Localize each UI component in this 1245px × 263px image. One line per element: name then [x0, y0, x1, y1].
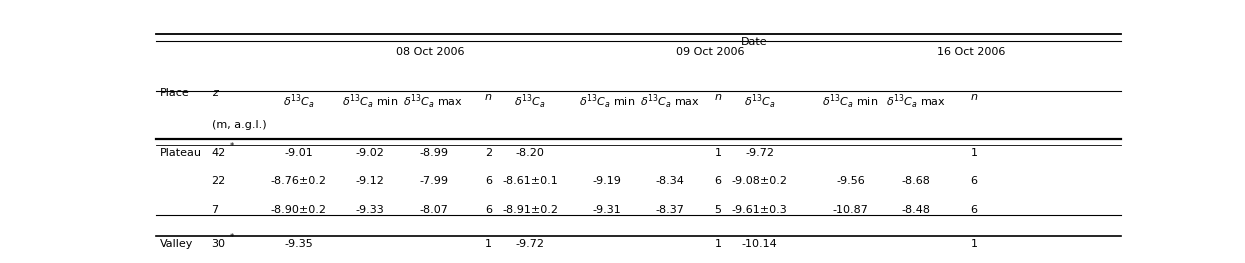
Text: 2: 2: [486, 148, 492, 158]
Text: 16 Oct 2006: 16 Oct 2006: [936, 47, 1005, 57]
Text: Valley: Valley: [159, 239, 193, 249]
Text: -9.72: -9.72: [515, 239, 544, 249]
Text: $\delta^{13}C_{a}$ max: $\delta^{13}C_{a}$ max: [886, 92, 946, 111]
Text: -8.20: -8.20: [515, 148, 544, 158]
Text: $\delta^{13}C_{a}$ min: $\delta^{13}C_{a}$ min: [822, 92, 879, 111]
Text: -8.91±0.2: -8.91±0.2: [502, 205, 558, 215]
Text: $\delta^{13}C_{a}$ min: $\delta^{13}C_{a}$ min: [341, 92, 398, 111]
Text: $n$: $n$: [484, 92, 493, 102]
Text: -8.68: -8.68: [901, 176, 930, 186]
Text: -9.72: -9.72: [746, 148, 774, 158]
Text: -9.02: -9.02: [355, 148, 385, 158]
Text: 7: 7: [212, 205, 219, 215]
Text: 6: 6: [970, 176, 977, 186]
Text: Place: Place: [159, 88, 189, 98]
Text: $\delta^{13}C_{a}$: $\delta^{13}C_{a}$: [283, 92, 314, 111]
Text: z: z: [212, 88, 218, 98]
Text: Date: Date: [741, 37, 767, 47]
Text: 09 Oct 2006: 09 Oct 2006: [676, 47, 745, 57]
Text: 6: 6: [486, 205, 492, 215]
Text: -8.37: -8.37: [655, 205, 685, 215]
Text: -8.76±0.2: -8.76±0.2: [270, 176, 326, 186]
Text: -8.90±0.2: -8.90±0.2: [270, 205, 326, 215]
Text: -9.56: -9.56: [835, 176, 865, 186]
Text: (m, a.g.l.): (m, a.g.l.): [212, 120, 266, 130]
Text: 1: 1: [486, 239, 492, 249]
Text: -8.07: -8.07: [420, 205, 448, 215]
Text: 42: 42: [212, 148, 225, 158]
Text: $\delta^{13}C_{a}$: $\delta^{13}C_{a}$: [514, 92, 545, 111]
Text: -8.61±0.1: -8.61±0.1: [502, 176, 558, 186]
Text: -9.61±0.3: -9.61±0.3: [732, 205, 788, 215]
Text: -8.99: -8.99: [420, 148, 448, 158]
Text: *: *: [230, 233, 234, 242]
Text: -7.99: -7.99: [420, 176, 448, 186]
Text: 1: 1: [970, 239, 977, 249]
Text: Plateau: Plateau: [159, 148, 202, 158]
Text: -10.14: -10.14: [742, 239, 778, 249]
Text: -9.31: -9.31: [593, 205, 621, 215]
Text: $n$: $n$: [970, 92, 979, 102]
Text: $\delta^{13}C_{a}$ min: $\delta^{13}C_{a}$ min: [579, 92, 635, 111]
Text: 6: 6: [715, 176, 722, 186]
Text: 1: 1: [715, 148, 722, 158]
Text: $\delta^{13}C_{a}$: $\delta^{13}C_{a}$: [743, 92, 776, 111]
Text: $\delta^{13}C_{a}$ max: $\delta^{13}C_{a}$ max: [403, 92, 463, 111]
Text: 08 Oct 2006: 08 Oct 2006: [396, 47, 464, 57]
Text: -9.12: -9.12: [355, 176, 385, 186]
Text: -10.87: -10.87: [833, 205, 868, 215]
Text: 1: 1: [715, 239, 722, 249]
Text: 6: 6: [970, 205, 977, 215]
Text: -8.34: -8.34: [655, 176, 685, 186]
Text: 30: 30: [212, 239, 225, 249]
Text: -9.19: -9.19: [593, 176, 621, 186]
Text: -9.08±0.2: -9.08±0.2: [732, 176, 788, 186]
Text: *: *: [230, 142, 234, 151]
Text: -9.01: -9.01: [284, 148, 312, 158]
Text: -8.48: -8.48: [901, 205, 930, 215]
Text: -9.33: -9.33: [356, 205, 385, 215]
Text: -9.35: -9.35: [284, 239, 312, 249]
Text: 22: 22: [212, 176, 225, 186]
Text: 1: 1: [970, 148, 977, 158]
Text: $\delta^{13}C_{a}$ max: $\delta^{13}C_{a}$ max: [640, 92, 700, 111]
Text: $n$: $n$: [713, 92, 722, 102]
Text: 6: 6: [486, 176, 492, 186]
Text: 5: 5: [715, 205, 722, 215]
